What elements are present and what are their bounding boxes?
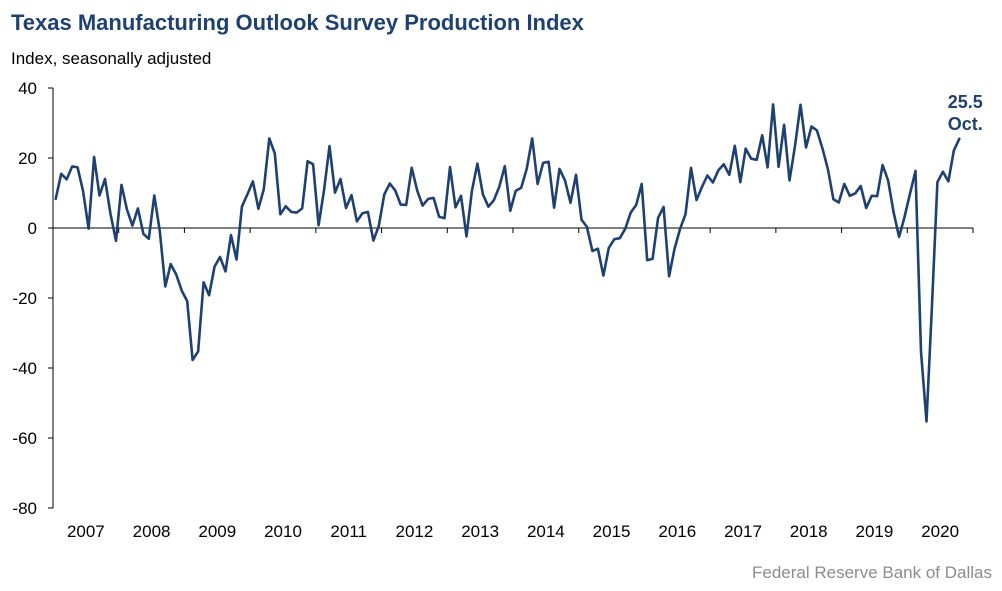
x-tick-label: 2014 (527, 522, 565, 541)
x-tick-label: 2020 (921, 522, 959, 541)
x-tick-label: 2013 (461, 522, 499, 541)
y-tick-label: 40 (18, 79, 37, 98)
y-tick-label: 20 (18, 149, 37, 168)
x-tick-label: 2012 (396, 522, 434, 541)
y-axis-unit-label: Index, seasonally adjusted (11, 49, 212, 68)
x-tick-label: 2019 (856, 522, 894, 541)
production-index-line (54, 103, 961, 423)
x-tick-label: 2009 (198, 522, 236, 541)
y-tick-label: -60 (12, 429, 37, 448)
x-tick-label: 2008 (133, 522, 171, 541)
y-tick-label: -80 (12, 499, 37, 518)
x-tick-label: 2015 (593, 522, 631, 541)
x-tick-label: 2016 (658, 522, 696, 541)
latest-month-label: Oct. (948, 114, 983, 134)
x-tick-label: 2017 (724, 522, 762, 541)
x-tick-label: 2011 (330, 522, 367, 541)
chart-title: Texas Manufacturing Outlook Survey Produ… (11, 10, 584, 35)
source-credit: Federal Reserve Bank of Dallas (751, 563, 992, 582)
latest-value-label: 25.5 (948, 92, 983, 112)
y-tick-label: -40 (12, 359, 37, 378)
y-tick-label: -20 (12, 289, 37, 308)
y-tick-label: 0 (28, 219, 37, 238)
x-tick-label: 2018 (790, 522, 828, 541)
x-tick-label: 2010 (264, 522, 302, 541)
x-tick-label: 2007 (67, 522, 105, 541)
